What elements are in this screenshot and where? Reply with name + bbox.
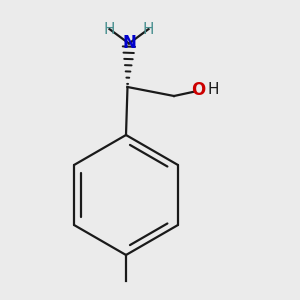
Text: H: H bbox=[104, 22, 115, 37]
Text: O: O bbox=[191, 81, 205, 99]
Text: N: N bbox=[122, 34, 136, 52]
Text: H: H bbox=[143, 22, 154, 37]
Text: H: H bbox=[207, 82, 219, 97]
